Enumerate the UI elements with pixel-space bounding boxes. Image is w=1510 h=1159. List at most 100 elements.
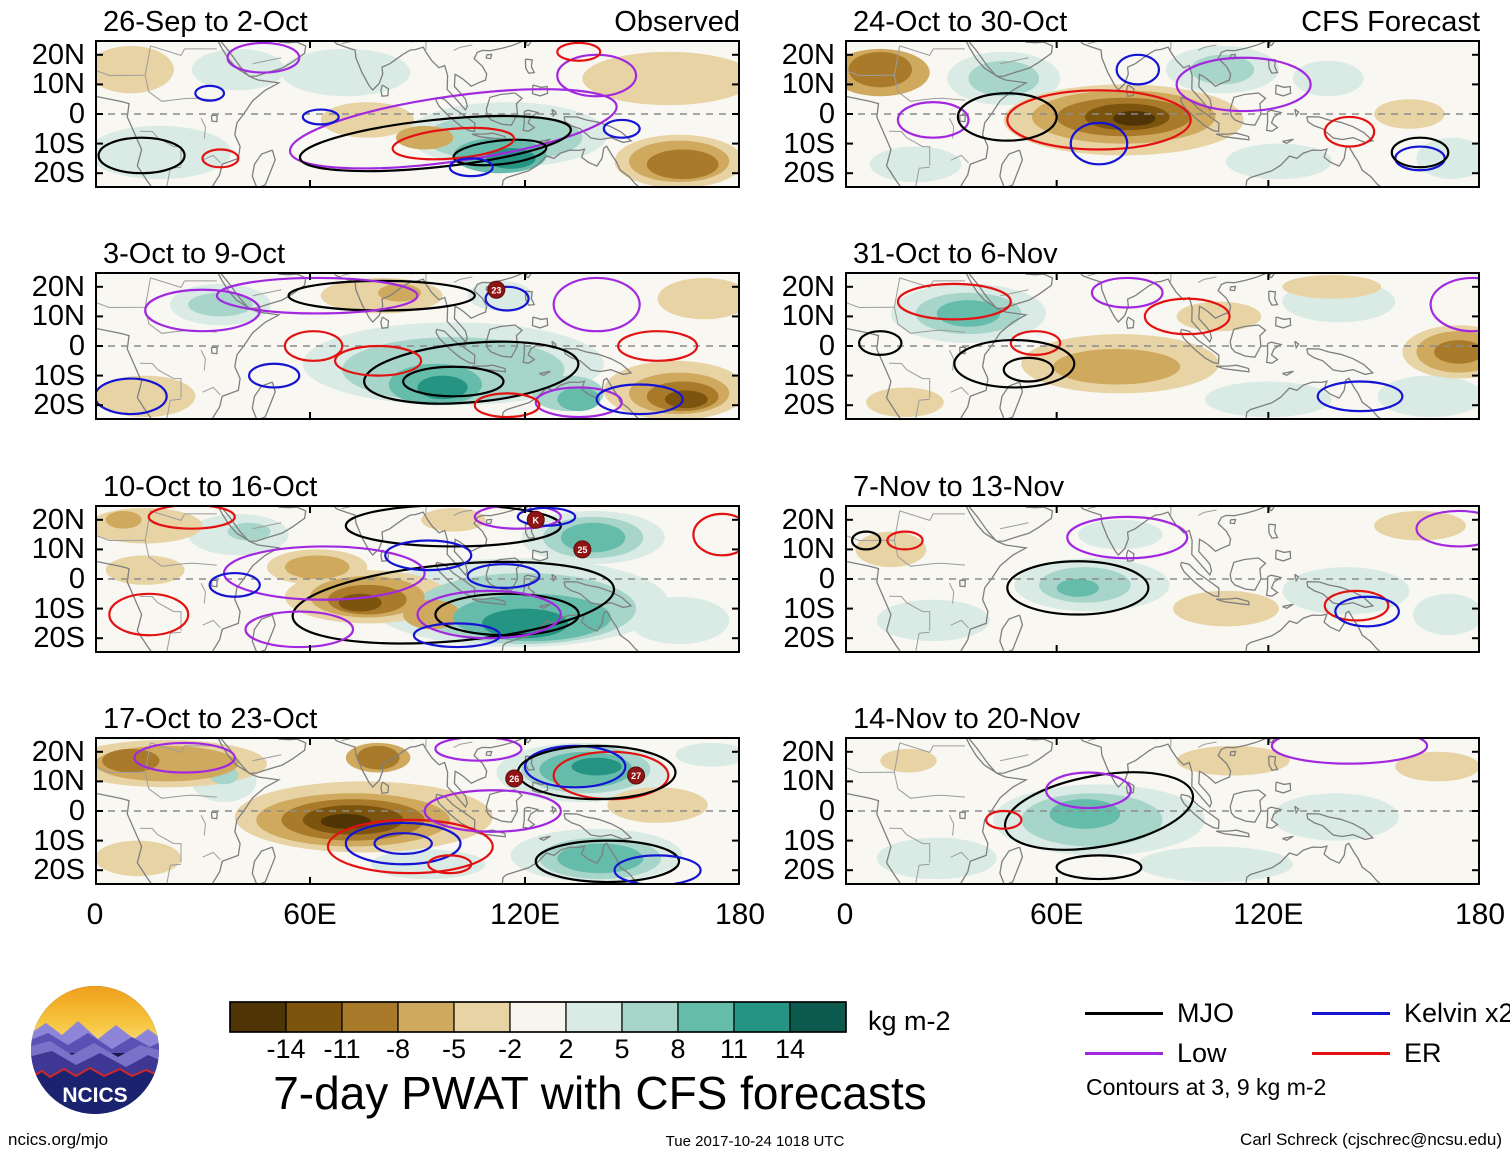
y-axis-tick-label: 20S (33, 854, 85, 887)
svg-text:23: 23 (491, 285, 501, 295)
storm-marker: 23 (487, 280, 506, 299)
y-axis-tick-label: 10S (33, 359, 85, 392)
wave-contours (133, 737, 702, 885)
svg-text:25: 25 (577, 545, 587, 555)
y-axis-tick-label: 0 (68, 563, 85, 595)
map-panel (95, 40, 740, 188)
figure-title: 7-day PWAT with CFS forecasts (273, 1067, 927, 1119)
y-axis-tick-label: 0 (68, 330, 85, 362)
footer-credit: Carl Schreck (cjschrec@ncsu.edu) (1240, 1130, 1502, 1149)
colorbar-cell (733, 1001, 791, 1033)
y-axis-tick-label: 10S (783, 824, 835, 857)
colorbar-svg: -14 -11 -8 -5 -2 2 5 8 11 14 (229, 1001, 847, 1064)
x-axis-tick-label: 60E (283, 898, 337, 931)
colorbar-tick-label: -14 (266, 1034, 305, 1064)
y-axis-tick-label: 10S (33, 824, 85, 857)
colorbar: -14 -11 -8 -5 -2 2 5 8 11 14 (226, 1000, 850, 1066)
colorbar-cell (621, 1001, 679, 1033)
colorbar-cell (285, 1001, 343, 1033)
y-axis-tick-label: 0 (818, 563, 835, 595)
panel-title: 17-Oct to 23-Oct (103, 703, 318, 735)
wave-contours (850, 509, 1480, 628)
colorbar-tick-label: -11 (323, 1034, 360, 1064)
pwat-shading (95, 739, 740, 883)
map-panel (845, 272, 1480, 420)
panel-corner-label: Observed (614, 6, 740, 38)
colorbar-cell (341, 1001, 399, 1033)
footer-timestamp: Tue 2017-10-24 1018 UTC (665, 1133, 845, 1150)
storm-marker: K (526, 510, 545, 529)
y-axis-tick-label: 20N (781, 270, 835, 303)
panel-title: 31-Oct to 6-Nov (853, 238, 1058, 270)
storm-marker: 26 (505, 769, 524, 788)
y-axis-tick-label: 10S (783, 127, 835, 160)
pwat-shading (876, 745, 1480, 883)
y-axis-tick-label: 10N (31, 533, 85, 566)
y-axis-tick-label: 10N (31, 68, 85, 101)
coastlines (95, 737, 641, 885)
panel-title: 24-Oct to 30-Oct (853, 6, 1068, 38)
x-axis-tick-label: 180 (1454, 898, 1506, 931)
x-axis-tick-label: 120E (1233, 898, 1304, 931)
colorbar-tick-label: -2 (498, 1034, 522, 1064)
legend-label-k: Kelvin x2 (1404, 998, 1510, 1028)
panel-title: 10-Oct to 16-Oct (103, 471, 318, 503)
y-axis-tick-label: 20N (781, 735, 835, 768)
svg-text:26: 26 (509, 774, 519, 784)
colorbar-tick-label: 5 (614, 1034, 629, 1064)
ncics-logo-graphic: NCICS (31, 986, 159, 1114)
x-axis-tick-label: 60E (1029, 898, 1084, 931)
y-axis-tick-label: 20N (31, 38, 85, 71)
panel-corner-label: CFS Forecast (1301, 6, 1480, 38)
colorbar-cell (677, 1001, 735, 1033)
logo-text: NCICS (62, 1084, 127, 1107)
map-panel (845, 737, 1480, 885)
wave-contours (97, 41, 641, 178)
storm-marker: 27 (627, 766, 646, 785)
panel-title: 3-Oct to 9-Oct (103, 238, 286, 270)
ncics-logo: NCICS (28, 983, 162, 1117)
y-axis-tick-label: 20S (783, 157, 835, 190)
legend-label-m: MJO (1177, 998, 1234, 1028)
x-axis-tick-label: 0 (836, 898, 854, 931)
footer-url: ncics.org/mjo (8, 1130, 109, 1149)
y-axis-tick-label: 10S (783, 592, 835, 625)
y-axis-tick-label: 20N (31, 735, 85, 768)
coastlines (845, 40, 1383, 188)
map-panel: 26 27 (95, 737, 740, 885)
x-axis-tick-label: 0 (86, 898, 104, 931)
y-axis-tick-label: 10S (33, 127, 85, 160)
coastlines (95, 505, 641, 653)
y-axis-tick-label: 20N (781, 503, 835, 536)
wave-contours (95, 276, 699, 419)
legend-swatch-l (1085, 1052, 1163, 1055)
coastlines (95, 40, 641, 188)
wave-contours (858, 276, 1480, 413)
contour-levels-note: Contours at 3, 9 kg m-2 (1086, 1074, 1327, 1100)
panel-title: 7-Nov to 13-Nov (853, 471, 1065, 503)
colorbar-units-label: kg m-2 (868, 1006, 951, 1036)
storm-marker: 25 (573, 540, 592, 559)
map-panel: 23 (95, 272, 740, 420)
map-panel (845, 505, 1480, 653)
colorbar-tick-label: 2 (558, 1034, 573, 1064)
y-axis-tick-label: 10N (781, 533, 835, 566)
y-axis-tick-label: 20S (783, 854, 835, 887)
y-axis-tick-label: 0 (818, 795, 835, 827)
legend-swatch-m (1085, 1012, 1163, 1015)
x-axis-tick-label: 180 (714, 898, 766, 931)
y-axis-tick-label: 10N (31, 765, 85, 798)
y-axis-tick-label: 20N (781, 38, 835, 71)
wave-contours (985, 737, 1429, 881)
svg-text:27: 27 (631, 771, 641, 781)
y-axis-tick-label: 0 (68, 98, 85, 130)
legend-swatch-e (1312, 1052, 1390, 1055)
y-axis-tick-label: 20S (783, 622, 835, 655)
colorbar-cell (397, 1001, 455, 1033)
colorbar-tick-label: 11 (720, 1034, 748, 1064)
map-panel (845, 40, 1480, 188)
y-axis-tick-label: 0 (818, 98, 835, 130)
y-axis-tick-label: 10S (783, 359, 835, 392)
y-axis-tick-label: 20S (33, 157, 85, 190)
colorbar-cell (565, 1001, 623, 1033)
